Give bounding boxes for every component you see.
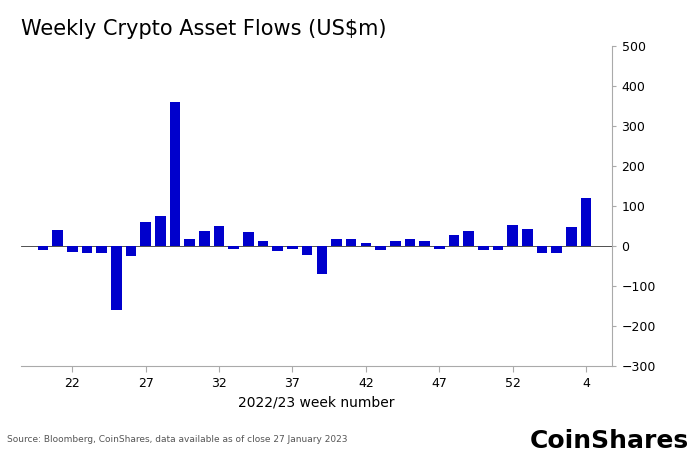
- X-axis label: 2022/23 week number: 2022/23 week number: [239, 395, 395, 409]
- Bar: [52, 230, 63, 246]
- Bar: [214, 226, 224, 246]
- Bar: [507, 225, 518, 246]
- Bar: [38, 246, 48, 250]
- Bar: [126, 246, 136, 256]
- Bar: [580, 198, 592, 246]
- Bar: [141, 222, 151, 246]
- Bar: [419, 241, 430, 246]
- Bar: [361, 243, 371, 246]
- Bar: [228, 246, 239, 249]
- Bar: [434, 246, 445, 249]
- Bar: [155, 216, 166, 246]
- Bar: [478, 246, 489, 250]
- Bar: [243, 232, 254, 246]
- Bar: [111, 246, 122, 311]
- Bar: [302, 246, 313, 255]
- Bar: [346, 239, 356, 246]
- Bar: [184, 239, 195, 246]
- Bar: [551, 246, 562, 253]
- Bar: [404, 239, 416, 246]
- Bar: [170, 102, 180, 246]
- Bar: [375, 246, 386, 250]
- Bar: [522, 229, 532, 246]
- Bar: [566, 227, 577, 246]
- Text: Source: Bloomberg, CoinShares, data available as of close 27 January 2023: Source: Bloomberg, CoinShares, data avai…: [7, 435, 347, 444]
- Bar: [258, 241, 269, 246]
- Bar: [317, 246, 327, 274]
- Bar: [449, 235, 459, 246]
- Bar: [390, 241, 400, 246]
- Bar: [287, 246, 298, 249]
- Bar: [537, 246, 547, 253]
- Bar: [331, 239, 342, 246]
- Bar: [96, 246, 107, 253]
- Bar: [81, 246, 93, 253]
- Bar: [493, 246, 503, 250]
- Text: CoinShares: CoinShares: [530, 430, 689, 453]
- Bar: [199, 231, 209, 246]
- Bar: [67, 246, 77, 252]
- Bar: [273, 246, 283, 251]
- Text: Weekly Crypto Asset Flows (US$m): Weekly Crypto Asset Flows (US$m): [21, 19, 386, 38]
- Bar: [464, 231, 474, 246]
